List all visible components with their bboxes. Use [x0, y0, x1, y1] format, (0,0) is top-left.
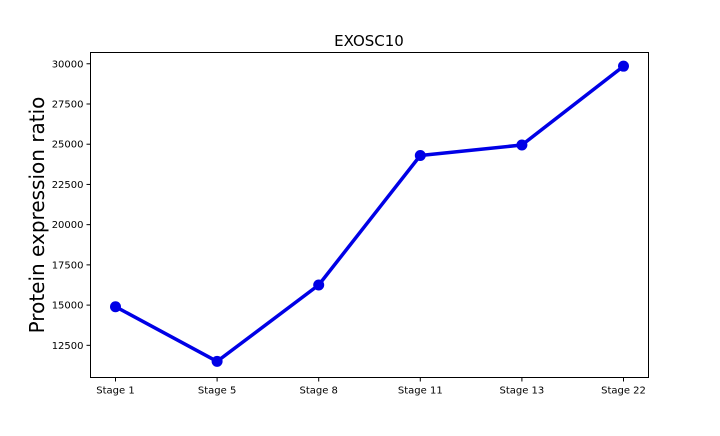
x-tick-label: Stage 11: [398, 386, 443, 397]
y-tick-label: 20000: [52, 220, 84, 231]
y-tick-label: 15000: [52, 301, 84, 312]
x-tick-label: Stage 13: [499, 386, 544, 397]
y-tick-label: 27500: [52, 99, 84, 110]
series-points: [110, 60, 629, 367]
x-tick-label: Stage 22: [601, 386, 646, 397]
data-point: [618, 60, 629, 72]
x-tick-label: Stage 5: [198, 386, 236, 397]
y-axis-label: Protein expression ratio: [25, 97, 49, 334]
x-axis-ticks: Stage 1 Stage 5 Stage 8 Stage 11 Stage 13 Sta…: [96, 377, 646, 397]
data-point: [211, 355, 223, 367]
x-tick-label: Stage 1: [96, 386, 134, 397]
data-point: [414, 149, 426, 161]
series-line: [114, 64, 625, 364]
chart-title: EXOSC10: [334, 32, 404, 50]
data-point: [110, 301, 121, 313]
x-tick-label: Stage 8: [299, 386, 337, 397]
data-point: [313, 279, 325, 291]
y-tick-label: 30000: [52, 59, 84, 70]
y-tick-label: 17500: [52, 260, 84, 271]
y-tick-label: 22500: [52, 180, 84, 191]
y-tick-label: 12500: [52, 341, 84, 352]
y-tick-label: 25000: [52, 140, 84, 151]
plot-area-frame: [90, 52, 649, 378]
y-axis-ticks: 12500 15000 17500 20000 22500 25000 27500 30000: [52, 59, 91, 352]
data-point: [516, 139, 528, 151]
